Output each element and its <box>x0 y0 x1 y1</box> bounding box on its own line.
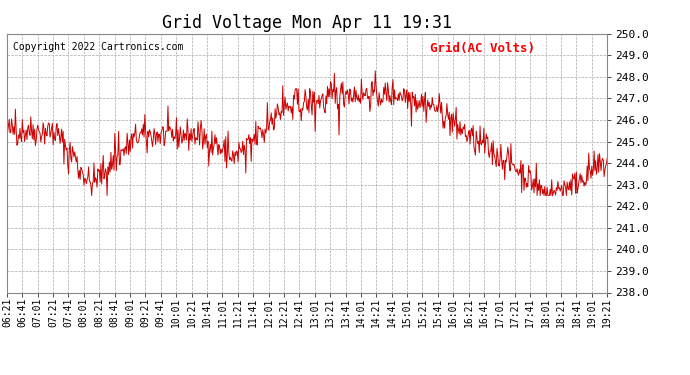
Title: Grid Voltage Mon Apr 11 19:31: Grid Voltage Mon Apr 11 19:31 <box>162 14 452 32</box>
Text: Copyright 2022 Cartronics.com: Copyright 2022 Cartronics.com <box>13 42 184 51</box>
Text: Grid(AC Volts): Grid(AC Volts) <box>430 42 535 54</box>
